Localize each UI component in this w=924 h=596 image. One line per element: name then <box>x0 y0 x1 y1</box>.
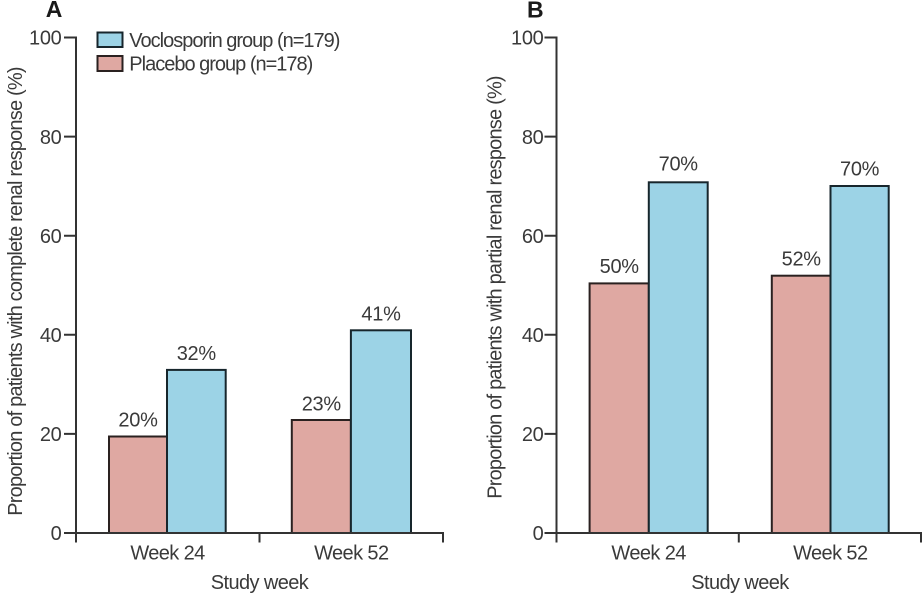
svg-text:70%: 70% <box>840 159 880 181</box>
svg-text:52%: 52% <box>782 249 822 271</box>
svg-text:Proportion of patients with co: Proportion of patients with complete ren… <box>5 67 27 516</box>
svg-text:100: 100 <box>29 28 62 50</box>
svg-text:Voclosporin group (n=179): Voclosporin group (n=179) <box>129 30 339 52</box>
svg-text:23%: 23% <box>302 394 342 416</box>
svg-text:80: 80 <box>40 127 62 149</box>
svg-text:Study week: Study week <box>691 572 790 594</box>
svg-text:80: 80 <box>522 127 544 149</box>
svg-text:20: 20 <box>40 424 62 446</box>
svg-text:20: 20 <box>522 424 544 446</box>
svg-text:0: 0 <box>51 523 62 545</box>
svg-text:40: 40 <box>40 325 62 347</box>
svg-text:50%: 50% <box>600 256 640 278</box>
svg-text:Week 52: Week 52 <box>314 543 389 565</box>
svg-text:Week 52: Week 52 <box>793 543 868 565</box>
svg-text:20%: 20% <box>118 410 158 432</box>
svg-text:0: 0 <box>533 523 544 545</box>
svg-text:60: 60 <box>522 226 544 248</box>
svg-text:Week 24: Week 24 <box>611 543 686 565</box>
svg-text:Proportion of patients with pa: Proportion of patients with partial rena… <box>485 76 507 499</box>
svg-text:41%: 41% <box>361 304 401 326</box>
svg-text:70%: 70% <box>659 154 699 176</box>
svg-text:40: 40 <box>522 325 544 347</box>
svg-text:Study week: Study week <box>211 572 310 594</box>
svg-text:100: 100 <box>511 28 544 50</box>
svg-text:Week 24: Week 24 <box>130 543 205 565</box>
svg-text:32%: 32% <box>177 343 217 365</box>
svg-text:B: B <box>527 0 544 22</box>
svg-text:A: A <box>46 0 63 22</box>
svg-text:Placebo group (n=178): Placebo group (n=178) <box>129 54 312 76</box>
svg-text:60: 60 <box>40 226 62 248</box>
